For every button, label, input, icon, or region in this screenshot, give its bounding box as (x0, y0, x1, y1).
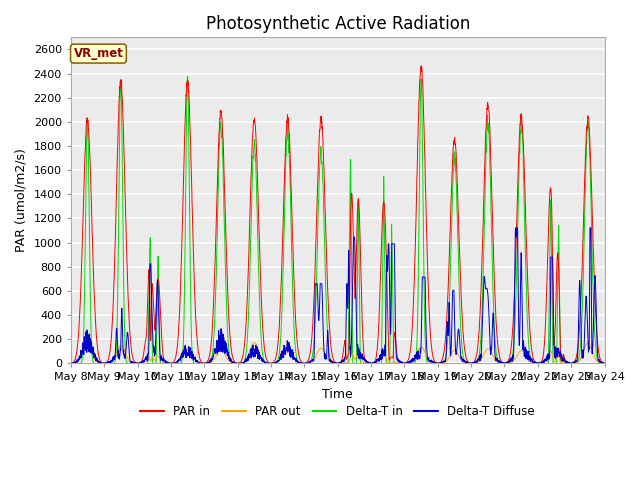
Title: Photosynthetic Active Radiation: Photosynthetic Active Radiation (205, 15, 470, 33)
Legend: PAR in, PAR out, Delta-T in, Delta-T Diffuse: PAR in, PAR out, Delta-T in, Delta-T Dif… (136, 400, 540, 423)
Y-axis label: PAR (umol/m2/s): PAR (umol/m2/s) (15, 148, 28, 252)
Text: VR_met: VR_met (74, 47, 124, 60)
X-axis label: Time: Time (323, 388, 353, 401)
